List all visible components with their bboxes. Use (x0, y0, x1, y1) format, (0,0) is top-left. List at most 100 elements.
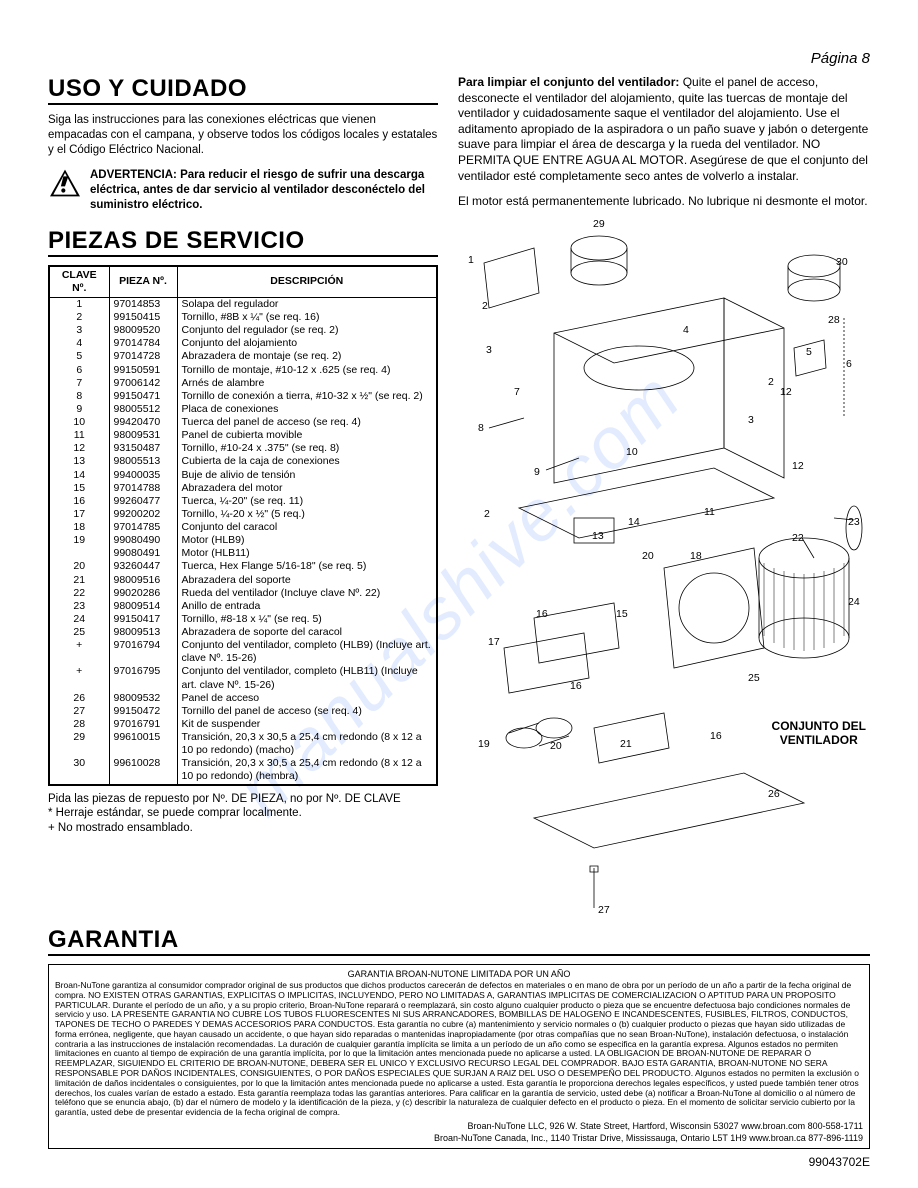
table-cell: 27 (49, 705, 109, 718)
table-cell: Tornillo del panel de acceso (se req. 4) (177, 705, 437, 718)
table-cell: Abrazadera del motor (177, 482, 437, 495)
table-cell: 9 (49, 403, 109, 416)
table-notes: Pida las piezas de repuesto por Nº. DE P… (48, 792, 438, 837)
table-cell: 24 (49, 613, 109, 626)
diagram-callout: 10 (626, 446, 638, 458)
table-row: +97016794Conjunto del ventilador, comple… (49, 639, 437, 665)
th-pieza: PIEZA Nº. (109, 266, 177, 298)
table-cell: 5 (49, 350, 109, 363)
table-row: 497014784Conjunto del alojamiento (49, 337, 437, 350)
warranty-box: GARANTIA BROAN-NUTONE LIMITADA POR UN AÑ… (48, 964, 870, 1149)
diagram-callout: 26 (768, 788, 780, 800)
table-cell: 99150472 (109, 705, 177, 718)
table-cell: 99260477 (109, 495, 177, 508)
table-cell: 93260447 (109, 560, 177, 573)
table-cell: Tornillo de montaje, #10-12 x .625 (se r… (177, 364, 437, 377)
warranty-title: GARANTIA BROAN-NUTONE LIMITADA POR UN AÑ… (55, 969, 863, 979)
table-cell: 21 (49, 574, 109, 587)
section-uso-title: USO Y CUIDADO (48, 75, 438, 105)
warranty-contact: Broan-NuTone LLC, 926 W. State Street, H… (55, 1121, 863, 1144)
diagram-callout: 30 (836, 256, 848, 268)
table-cell: Tornillo, #10-24 x .375" (se req. 8) (177, 442, 437, 455)
table-cell: 99610015 (109, 731, 177, 757)
table-row: 2299020286Rueda del ventilador (Incluye … (49, 587, 437, 600)
diagram-callout: 3 (486, 344, 492, 356)
table-row: 2093260447Tuerca, Hex Flange 5/16-18" (s… (49, 560, 437, 573)
table-cell: Conjunto del alojamiento (177, 337, 437, 350)
page-number: Página 8 (48, 50, 870, 67)
table-row: 2698009532Panel de acceso (49, 692, 437, 705)
table-cell: 26 (49, 692, 109, 705)
table-row: 1897014785Conjunto del caracol (49, 521, 437, 534)
table-cell: 20 (49, 560, 109, 573)
table-cell: 97014785 (109, 521, 177, 534)
table-cell: 98009514 (109, 600, 177, 613)
table-cell: + (49, 639, 109, 665)
table-row: 2999610015Transición, 20,3 x 30,5 a 25,4… (49, 731, 437, 757)
table-row: 2799150472Tornillo del panel de acceso (… (49, 705, 437, 718)
table-row: 2499150417Tornillo, #8-18 x ¼" (se req. … (49, 613, 437, 626)
table-cell: Conjunto del ventilador, completo (HLB9)… (177, 639, 437, 665)
table-row: 1999080490Motor (HLB9) (49, 534, 437, 547)
table-cell: Tornillo, ¼-20 x ½" (5 req.) (177, 508, 437, 521)
document-id: 99043702E (48, 1155, 870, 1169)
table-cell: 97016791 (109, 718, 177, 731)
diagram-callout: 20 (550, 740, 562, 752)
table-cell: 93150487 (109, 442, 177, 455)
diagram-callout: 2 (768, 376, 774, 388)
note-1: Pida las piezas de repuesto por Nº. DE P… (48, 792, 438, 807)
table-cell: Motor (HLB11) (177, 547, 437, 560)
table-row: 197014853Solapa del regulador (49, 297, 437, 311)
parts-table: CLAVE Nº. PIEZA Nº. DESCRIPCIÓN 19701485… (48, 265, 438, 786)
table-cell: 97014784 (109, 337, 177, 350)
table-cell: 19 (49, 534, 109, 547)
table-cell: 98009531 (109, 429, 177, 442)
table-cell: + (49, 665, 109, 691)
table-cell: Tornillo, #8-18 x ¼" (se req. 5) (177, 613, 437, 626)
table-cell: Abrazadera de montaje (se req. 2) (177, 350, 437, 363)
table-cell: 97006142 (109, 377, 177, 390)
note-2: * Herraje estándar, se puede comprar loc… (48, 806, 438, 821)
diagram-callout: 22 (792, 532, 804, 544)
table-cell: Tornillo, #8B x ¼" (se req. 16) (177, 311, 437, 324)
table-row: 899150471Tornillo de conexión a tierra, … (49, 390, 437, 403)
warranty-body: Broan-NuTone garantiza al consumidor com… (55, 981, 863, 1118)
table-cell: 98005512 (109, 403, 177, 416)
table-cell: 15 (49, 482, 109, 495)
table-cell: 30 (49, 757, 109, 784)
diagram-callout: 1 (468, 254, 474, 266)
table-cell: 6 (49, 364, 109, 377)
table-cell: 25 (49, 626, 109, 639)
diagram-callout: 16 (536, 608, 548, 620)
right-column: Para limpiar el conjunto del ventilador:… (458, 75, 870, 918)
table-row: 1198009531Panel de cubierta movible (49, 429, 437, 442)
table-cell: Buje de alivio de tensión (177, 469, 437, 482)
table-cell: 22 (49, 587, 109, 600)
table-row: 1799200202Tornillo, ¼-20 x ½" (5 req.) (49, 508, 437, 521)
diagram-callout: 5 (806, 346, 812, 358)
table-cell: Conjunto del regulador (se req. 2) (177, 324, 437, 337)
table-row: 2897016791Kit de suspender (49, 718, 437, 731)
table-cell: 97014853 (109, 297, 177, 311)
table-cell: 99420470 (109, 416, 177, 429)
table-cell: 29 (49, 731, 109, 757)
table-cell: 16 (49, 495, 109, 508)
table-cell: 97016794 (109, 639, 177, 665)
table-cell: 99150415 (109, 311, 177, 324)
table-cell: Rueda del ventilador (Incluye clave Nº. … (177, 587, 437, 600)
table-cell: 17 (49, 508, 109, 521)
note-3: + No mostrado ensamblado. (48, 821, 438, 836)
table-row: 1398005513Cubierta de la caja de conexio… (49, 455, 437, 468)
table-cell (49, 547, 109, 560)
diagram-callout: 15 (616, 608, 628, 620)
table-cell: 3 (49, 324, 109, 337)
diagram-callout: 19 (478, 738, 490, 750)
diagram-callout: 2 (484, 508, 490, 520)
table-row: 99080491Motor (HLB11) (49, 547, 437, 560)
table-cell: Tornillo de conexión a tierra, #10-32 x … (177, 390, 437, 403)
diagram-callout: 3 (748, 414, 754, 426)
section-piezas-title: PIEZAS DE SERVICIO (48, 227, 438, 257)
table-cell: 99080490 (109, 534, 177, 547)
diagram-callout: 7 (514, 386, 520, 398)
table-cell: Arnés de alambre (177, 377, 437, 390)
